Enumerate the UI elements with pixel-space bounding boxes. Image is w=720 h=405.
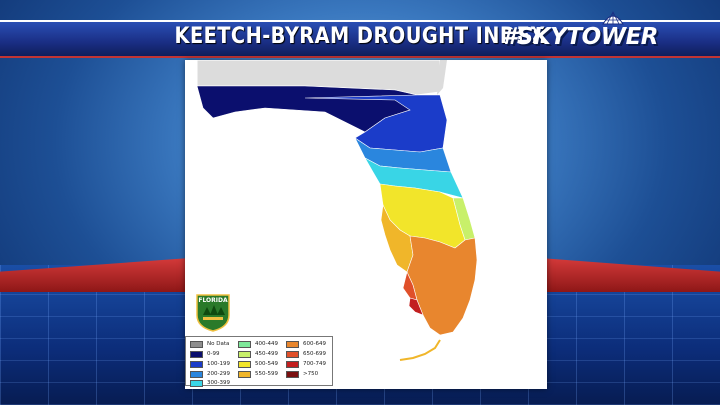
brand-text: #SKYTOWER <box>501 24 658 50</box>
legend-item: 300-399 <box>190 378 230 388</box>
page-title: KEETCH-BYRAM DROUGHT INDEX <box>174 24 546 49</box>
legend-swatch <box>190 340 203 348</box>
legend-item: No Data <box>190 339 229 349</box>
legend-item: 450-499 <box>238 349 278 359</box>
region-south <box>406 235 478 336</box>
florida-drought-map <box>196 59 478 361</box>
legend: No Data 0-99 100-199 200-299 300-399 400… <box>185 336 333 388</box>
atlantic-shoreline-north <box>437 60 447 95</box>
legend-swatch <box>286 370 299 378</box>
region-lee <box>408 297 424 316</box>
legend-swatch <box>286 360 299 368</box>
legend-item: 600-649 <box>286 339 326 349</box>
brand-logo: #SKYTOWER <box>501 11 658 52</box>
legend-item: 400-449 <box>238 339 278 349</box>
legend-swatch <box>190 350 203 358</box>
legend-swatch <box>190 379 203 387</box>
legend-item: 650-699 <box>286 349 326 359</box>
legend-item: 500-549 <box>238 359 278 369</box>
legend-item: 200-299 <box>190 369 230 379</box>
florida-forest-service-badge-icon <box>196 294 230 332</box>
red-band-left <box>0 258 190 292</box>
legend-swatch <box>190 370 203 378</box>
legend-swatch <box>238 360 251 368</box>
legend-swatch <box>286 340 299 348</box>
badge-text: FLORIDA <box>198 297 228 304</box>
red-band-right <box>540 258 720 292</box>
florida-forest-service-badge: FLORIDA <box>193 291 233 333</box>
legend-item: 550-599 <box>238 369 278 379</box>
legend-swatch <box>190 360 203 368</box>
legend-item: 700-749 <box>286 359 326 369</box>
legend-swatch <box>286 350 299 358</box>
legend-item: >750 <box>286 369 318 379</box>
map-panel <box>185 59 547 389</box>
legend-swatch <box>238 370 251 378</box>
legend-item: 100-199 <box>190 359 230 369</box>
florida-keys <box>399 339 441 361</box>
legend-item: 0-99 <box>190 349 219 359</box>
legend-swatch <box>238 340 251 348</box>
header-bar <box>0 20 720 58</box>
legend-swatch <box>238 350 251 358</box>
tower-dome-icon <box>602 11 625 25</box>
